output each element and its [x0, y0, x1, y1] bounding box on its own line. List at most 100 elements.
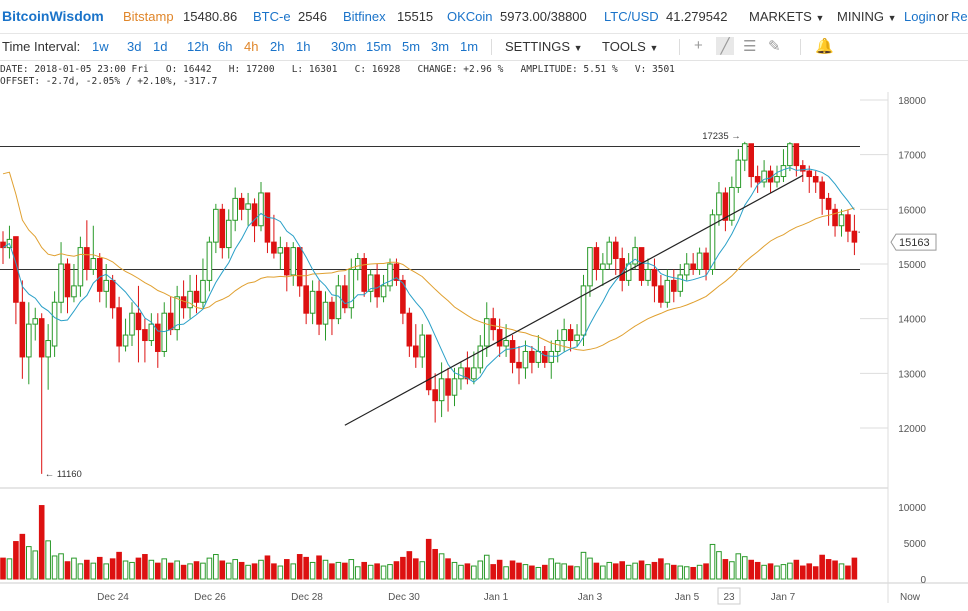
volume-bar: [612, 563, 619, 580]
settings-label: SETTINGS: [505, 39, 571, 54]
time-cursor-box: [717, 587, 741, 605]
volume-bar: [406, 551, 413, 580]
candle-body: [122, 334, 129, 347]
ticker-bitstamp-name[interactable]: Bitstamp: [123, 9, 174, 24]
interval-4h[interactable]: 4h: [244, 39, 259, 54]
volume-bar: [548, 558, 555, 580]
candle-body: [832, 208, 838, 227]
interval-5m[interactable]: 5m: [402, 39, 421, 54]
volume-bar: [393, 561, 400, 580]
volume-bar: [554, 562, 561, 580]
ticker-btce-price: 2546: [298, 9, 327, 24]
volume-bar: [735, 553, 742, 580]
interval-2h[interactable]: 2h: [270, 39, 285, 54]
interval-1d[interactable]: 1d: [153, 39, 168, 54]
logo[interactable]: BitcoinWisdom: [2, 8, 104, 24]
candle-body: [406, 312, 413, 347]
volume-bar: [0, 557, 6, 580]
candle-body: [477, 345, 484, 369]
volume-bar: [625, 564, 632, 580]
volume-bar: [316, 555, 322, 580]
candle-body: [142, 329, 148, 342]
candle-body: [354, 258, 361, 270]
volume-bar: [225, 562, 232, 580]
volume-bar: [58, 553, 64, 580]
candle-body: [374, 274, 380, 298]
price-tick-label: 14000: [898, 315, 926, 326]
volume-bar: [77, 563, 84, 580]
line-icon[interactable]: ╱: [716, 37, 734, 55]
interval-3m[interactable]: 3m: [431, 39, 450, 54]
volume-bar: [471, 565, 477, 580]
candle-body: [380, 285, 387, 298]
volume-bar: [361, 561, 367, 580]
tools-menu[interactable]: TOOLS ▼: [602, 39, 658, 54]
moving-averages: [2, 167, 855, 383]
markets-menu[interactable]: MARKETS ▼: [749, 9, 824, 24]
interval-1m[interactable]: 1m: [460, 39, 479, 54]
volume-bar: [200, 562, 206, 580]
alert-icon[interactable]: 🔔: [815, 38, 834, 55]
candle-body: [600, 263, 606, 270]
chevron-down-icon: ▼: [887, 13, 897, 23]
chevron-down-icon: ▼: [573, 43, 583, 53]
volume-bar: [767, 563, 774, 580]
candle-body: [64, 263, 71, 298]
volume-bar: [367, 564, 374, 580]
interval-1w[interactable]: 1w: [92, 39, 109, 54]
chevron-down-icon: ▼: [815, 13, 825, 23]
ticker-ltc-name[interactable]: LTC/USD: [604, 9, 659, 24]
volume-bar: [729, 561, 735, 580]
volume-bar: [26, 546, 32, 580]
volume-bar: [645, 564, 651, 580]
ticker-bitfinex-name[interactable]: Bitfinex: [343, 9, 386, 24]
candle-body: [290, 247, 297, 276]
volume-bar: [309, 561, 316, 580]
volume-bars: [0, 505, 858, 580]
mining-menu[interactable]: MINING ▼: [837, 9, 897, 24]
volume-bar: [658, 558, 664, 580]
register-link[interactable]: Re: [951, 9, 968, 24]
volume-bar: [109, 558, 116, 580]
candle-body: [445, 378, 451, 396]
volume-bar: [193, 561, 200, 580]
candle-body: [316, 290, 322, 325]
draw-icon[interactable]: ✎: [768, 38, 781, 55]
volume-bar: [155, 562, 161, 580]
crosshair-icon[interactable]: +: [694, 37, 703, 54]
candle-body: [542, 350, 548, 363]
candle-body: [419, 334, 426, 358]
candle-body: [683, 263, 690, 276]
ticker-ltc-price: 41.279542: [666, 9, 728, 24]
candle-body: [664, 279, 671, 303]
ticker-okcoin-name[interactable]: OKCoin: [447, 9, 493, 24]
volume-bar: [761, 564, 767, 580]
candle-body: [387, 263, 393, 287]
candle-body: [845, 214, 851, 232]
candle-body: [451, 378, 458, 396]
ticker-btce-name[interactable]: BTC-e: [253, 9, 291, 24]
volume-bar: [329, 563, 335, 580]
interval-1h[interactable]: 1h: [296, 39, 311, 54]
interval-6h[interactable]: 6h: [218, 39, 233, 54]
volume-bar: [129, 561, 135, 580]
settings-menu[interactable]: SETTINGS ▼: [505, 39, 583, 54]
candle-body: [148, 323, 155, 342]
interval-12h[interactable]: 12h: [187, 39, 209, 54]
toolbar-divider: [491, 39, 492, 55]
candle-body: [200, 279, 206, 303]
volume-tick-label: 5000: [904, 539, 927, 550]
candle-body: [84, 247, 90, 270]
volume-bar: [748, 559, 755, 580]
fib-icon[interactable]: ☰: [743, 38, 757, 55]
volume-bar: [825, 559, 832, 580]
interval-3d[interactable]: 3d: [127, 39, 142, 54]
time-tick-label: Dec 30: [388, 592, 420, 603]
candle-body: [496, 329, 503, 347]
interval-15m[interactable]: 15m: [366, 39, 392, 54]
interval-30m[interactable]: 30m: [331, 39, 357, 54]
trend-line[interactable]: [344, 174, 804, 426]
volume-bar: [561, 563, 567, 580]
login-link[interactable]: Login: [904, 9, 936, 24]
